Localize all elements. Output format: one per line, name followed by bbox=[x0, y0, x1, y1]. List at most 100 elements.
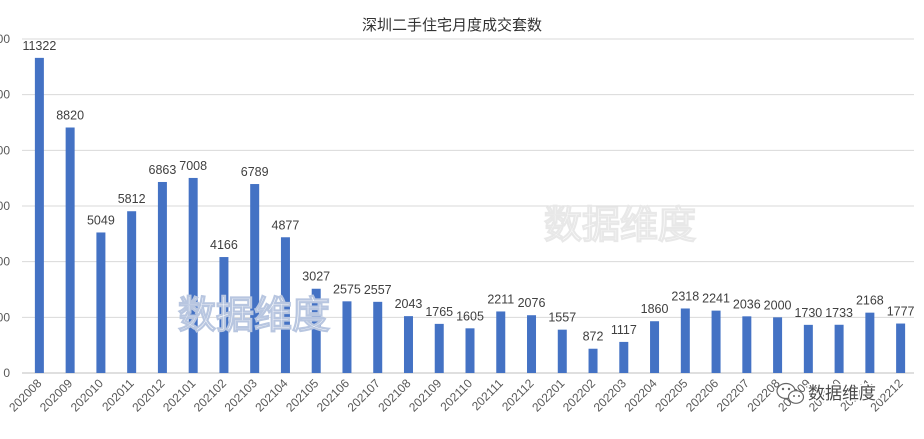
x-tick-label-202107: 202107 bbox=[345, 376, 383, 414]
data-label-202211: 2168 bbox=[856, 294, 884, 308]
data-label-202210: 1733 bbox=[825, 306, 853, 320]
bar-202204 bbox=[650, 321, 660, 373]
bar-202102 bbox=[219, 257, 229, 373]
bar-202201 bbox=[557, 329, 567, 373]
bar-202011 bbox=[127, 211, 137, 373]
bar-202203 bbox=[619, 341, 629, 373]
data-label-202008: 11322 bbox=[22, 39, 56, 53]
x-axis-ticks: 2020082020092020102020112020122021012021… bbox=[6, 376, 906, 414]
x-tick-label-202108: 202108 bbox=[375, 376, 413, 414]
x-tick-label-202208: 202208 bbox=[744, 376, 782, 414]
bar-202009 bbox=[65, 127, 75, 373]
data-label-202201: 1557 bbox=[548, 311, 576, 325]
bar-202008 bbox=[34, 57, 44, 373]
watermark-footer-text: 数据维度 bbox=[808, 384, 876, 404]
data-label-202111: 2211 bbox=[487, 292, 514, 306]
y-tick-label: 10000 bbox=[0, 88, 10, 102]
data-label-202209: 1730 bbox=[794, 306, 822, 320]
bar-202206 bbox=[711, 310, 721, 373]
x-tick-label-202103: 202103 bbox=[222, 376, 260, 414]
data-label-202102: 4166 bbox=[210, 238, 238, 252]
data-label-202207: 2036 bbox=[733, 297, 761, 311]
y-tick-label: 6000 bbox=[0, 199, 10, 213]
bar-202207 bbox=[742, 316, 752, 373]
x-tick-label-202206: 202206 bbox=[683, 376, 721, 414]
data-label-202012: 6863 bbox=[149, 163, 177, 177]
x-tick-label-202111: 202111 bbox=[469, 376, 506, 413]
data-label-202202: 872 bbox=[583, 330, 604, 344]
data-label-202104: 4877 bbox=[272, 218, 300, 232]
x-tick-label-202109: 202109 bbox=[406, 376, 444, 414]
data-label-202110: 1605 bbox=[456, 309, 484, 323]
y-tick-label: 8000 bbox=[0, 143, 10, 157]
data-label-202109: 1765 bbox=[425, 305, 453, 319]
x-tick-label-202202: 202202 bbox=[560, 376, 598, 414]
data-label-202107: 2557 bbox=[364, 283, 392, 297]
bar-202111 bbox=[496, 311, 506, 373]
data-label-202106: 2575 bbox=[333, 282, 361, 296]
bar-202210 bbox=[834, 324, 844, 373]
data-label-202204: 1860 bbox=[641, 302, 669, 316]
data-label-202009: 8820 bbox=[56, 109, 84, 123]
x-tick-label-202009: 202009 bbox=[37, 376, 75, 414]
watermark-right-text: 数据维度 bbox=[544, 203, 696, 247]
bar-202105 bbox=[311, 288, 321, 373]
y-tick-label: 0 bbox=[3, 366, 10, 380]
x-tick-label-202110: 202110 bbox=[438, 376, 476, 414]
data-label-202205: 2318 bbox=[671, 289, 699, 303]
bar-202112 bbox=[527, 315, 537, 373]
bar-202010 bbox=[96, 232, 106, 373]
x-tick-label-202201: 202201 bbox=[529, 376, 567, 414]
x-tick-label-202101: 202101 bbox=[160, 376, 198, 414]
x-tick-label-202012: 202012 bbox=[129, 376, 167, 414]
x-tick-label-202008: 202008 bbox=[6, 376, 44, 414]
data-label-202101: 7008 bbox=[179, 159, 207, 173]
data-label-202105: 3027 bbox=[302, 270, 330, 284]
bar-202202 bbox=[588, 348, 598, 373]
bar-202012 bbox=[157, 181, 167, 373]
data-label-202208: 2000 bbox=[764, 298, 792, 312]
data-label-202212: 1777 bbox=[887, 305, 915, 319]
data-label-202206: 2241 bbox=[702, 292, 730, 306]
data-label-202108: 2043 bbox=[395, 297, 423, 311]
x-tick-label-202105: 202105 bbox=[283, 376, 321, 414]
bar-202109 bbox=[434, 323, 444, 373]
x-tick-label-202104: 202104 bbox=[252, 376, 290, 414]
bar-202205 bbox=[680, 308, 690, 373]
chart-title: 深圳二手住宅月度成交套数 bbox=[362, 16, 542, 34]
x-tick-label-202102: 202102 bbox=[191, 376, 229, 414]
data-label-202103: 6789 bbox=[241, 165, 269, 179]
bar-202208 bbox=[773, 317, 783, 373]
x-tick-label-202011: 202011 bbox=[99, 376, 137, 414]
gridlines bbox=[22, 38, 914, 374]
bars bbox=[34, 57, 906, 373]
y-tick-label: 2000 bbox=[0, 310, 10, 324]
data-label-202203: 1117 bbox=[611, 323, 637, 337]
x-tick-label-202205: 202205 bbox=[652, 376, 690, 414]
wechat-icon bbox=[776, 382, 805, 404]
data-label-202011: 5812 bbox=[118, 192, 146, 206]
bar-202104 bbox=[280, 237, 290, 373]
bar-202108 bbox=[403, 316, 413, 373]
y-axis-ticks: 0 2000 4000 6000 8000 10000 12000 bbox=[0, 32, 10, 380]
watermark-center-text: 数据维度 bbox=[178, 293, 330, 337]
bar-202209 bbox=[803, 324, 813, 373]
y-tick-label: 12000 bbox=[0, 32, 10, 46]
bar-202212 bbox=[896, 323, 906, 373]
watermark-footer: 数据维度 bbox=[776, 382, 878, 406]
bar-202211 bbox=[865, 312, 875, 373]
watermark-right: 数据维度 bbox=[544, 203, 697, 248]
bar-202103 bbox=[250, 184, 260, 373]
x-tick-label-202106: 202106 bbox=[314, 376, 352, 414]
bar-202101 bbox=[188, 177, 198, 373]
bar-202106 bbox=[342, 301, 352, 373]
y-tick-label: 4000 bbox=[0, 255, 10, 269]
x-tick-label-202203: 202203 bbox=[591, 376, 629, 414]
bar-202107 bbox=[373, 301, 383, 373]
watermark-center: 数据维度 bbox=[178, 293, 331, 338]
data-label-202112: 2076 bbox=[518, 296, 546, 310]
bar-202110 bbox=[465, 328, 475, 373]
data-label-202010: 5049 bbox=[87, 213, 115, 227]
